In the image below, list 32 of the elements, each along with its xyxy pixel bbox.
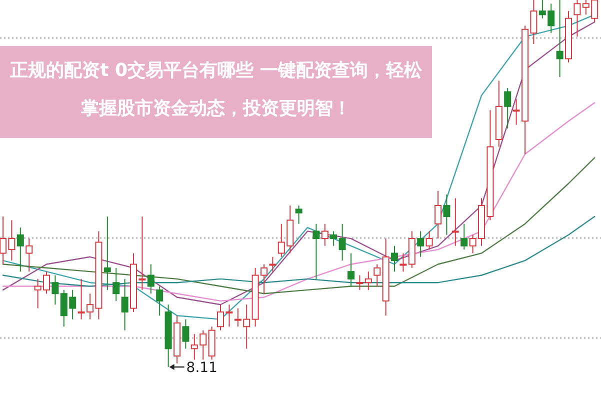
candlestick (356, 274, 364, 290)
candlestick (504, 88, 512, 129)
candlestick (182, 318, 190, 350)
annotation: 8.11 (186, 360, 218, 376)
candlestick (156, 286, 164, 316)
candlestick (330, 230, 338, 246)
candlestick (426, 230, 433, 250)
candlestick (460, 223, 468, 250)
candlestick (295, 205, 302, 224)
candlestick (400, 252, 407, 272)
candlestick (112, 267, 120, 302)
candlestick (52, 274, 59, 306)
candlestick (391, 245, 398, 272)
candlestick (364, 271, 372, 290)
candlestick (417, 230, 424, 258)
candlestick (312, 223, 320, 280)
candlestick (452, 198, 459, 246)
candlestick (348, 252, 354, 287)
candlestick (16, 227, 24, 272)
candlestick (147, 264, 154, 294)
candlestick (434, 190, 442, 240)
candlestick (338, 223, 346, 262)
candlestick (574, 0, 581, 38)
candlestick (104, 216, 111, 290)
candlestick (26, 238, 33, 272)
candlestick (374, 264, 381, 287)
candlestick (121, 278, 128, 331)
candlestick (269, 256, 276, 272)
candlestick (443, 194, 450, 236)
text: 正规的配资t 0交易平台有哪些 一键配资查询，轻松掌握股市资金动态，投资更明智！ (9, 59, 423, 121)
candlestick (321, 223, 328, 246)
candlestick (556, 0, 564, 78)
